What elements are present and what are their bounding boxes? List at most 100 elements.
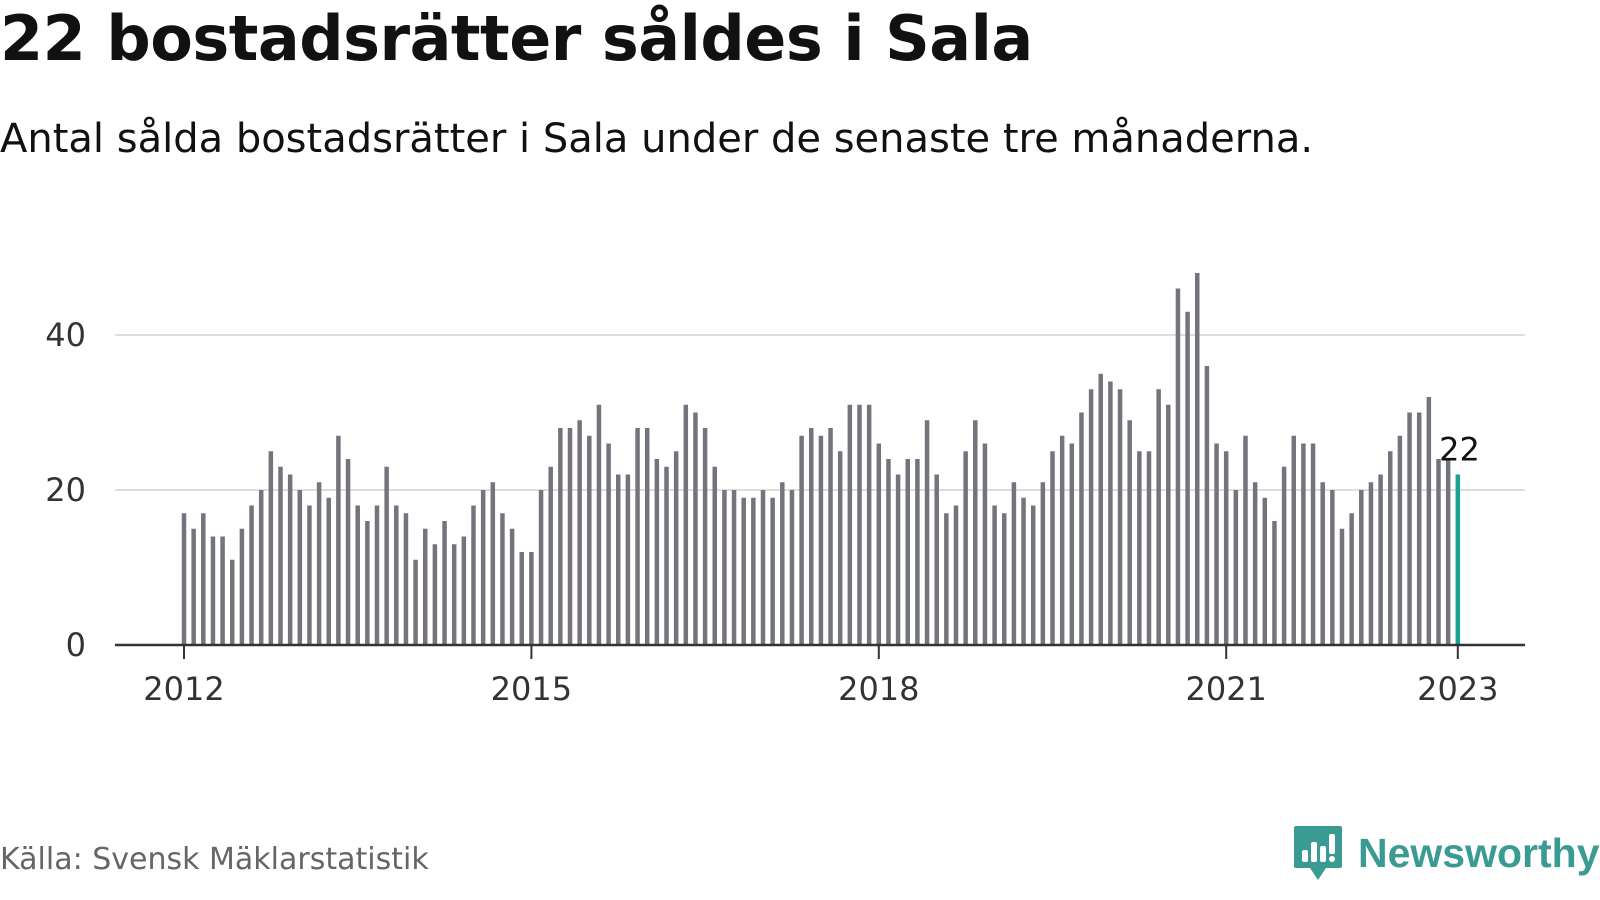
bar [1204, 366, 1210, 645]
bar [480, 490, 486, 645]
bar [712, 466, 717, 645]
bar [249, 505, 254, 645]
x-tick-label: 2021 [1185, 670, 1266, 708]
bar [509, 528, 515, 645]
bar [1127, 420, 1132, 645]
bar [1030, 505, 1036, 645]
bar [895, 474, 901, 645]
bar [702, 428, 708, 645]
bar [1233, 490, 1239, 645]
bar [1002, 513, 1007, 645]
bar [577, 420, 582, 645]
bar [847, 404, 853, 645]
y-tick-label: 40 [45, 316, 86, 354]
bar [403, 513, 409, 645]
bar [307, 505, 312, 645]
bar [741, 497, 746, 645]
bar [770, 497, 775, 645]
x-tick-label: 2018 [838, 670, 919, 708]
bar [374, 505, 380, 645]
bar [606, 443, 611, 645]
bar [1166, 404, 1171, 645]
bar [1088, 389, 1094, 645]
labels: 0 20 40 2012 2015 2018 2021 2023 22 [45, 316, 1498, 708]
bar [1378, 474, 1383, 645]
bar [1175, 288, 1181, 645]
bar [1223, 451, 1229, 645]
bar [345, 459, 351, 645]
bar [905, 459, 910, 645]
bar [1252, 482, 1258, 645]
brand-logo[interactable]: Newsworthy [1292, 824, 1600, 882]
bar [866, 404, 872, 645]
bar [876, 443, 882, 645]
bar [461, 536, 467, 645]
bar [181, 513, 187, 645]
bar [336, 435, 341, 645]
bar [1330, 490, 1335, 645]
bar [326, 497, 331, 645]
bar [616, 474, 621, 645]
bar [278, 466, 283, 645]
bar [1407, 412, 1412, 645]
bar [239, 528, 245, 645]
bar [992, 505, 997, 645]
bar [423, 528, 428, 645]
bar [1445, 459, 1451, 645]
bar [451, 544, 457, 645]
bar [1426, 397, 1432, 645]
bar [548, 466, 553, 645]
bar [316, 482, 322, 645]
bar [857, 404, 862, 645]
bar [1339, 528, 1345, 645]
bar [654, 459, 660, 645]
bar [230, 559, 235, 645]
bar [1301, 443, 1306, 645]
bar [519, 552, 524, 645]
bars [181, 273, 1461, 645]
y-tick-label: 0 [66, 626, 86, 664]
bar [1069, 443, 1075, 645]
bar [587, 435, 592, 645]
bar [934, 474, 939, 645]
bar [944, 513, 949, 645]
bar [1272, 521, 1277, 645]
newsworthy-logo-icon [1294, 826, 1342, 880]
bar [191, 528, 196, 645]
bar [500, 513, 505, 645]
bar [664, 466, 669, 645]
bar [529, 552, 534, 645]
bar [1021, 497, 1026, 645]
bar [953, 505, 959, 645]
bar [413, 559, 418, 645]
bar [1416, 412, 1422, 645]
bar [432, 544, 438, 645]
bar [982, 443, 988, 645]
bar [1079, 412, 1084, 645]
bar [924, 420, 930, 645]
bar [722, 490, 727, 645]
bar [635, 428, 640, 645]
bar [1262, 497, 1268, 645]
bar [1156, 389, 1161, 645]
bar [258, 490, 264, 645]
bar [297, 490, 303, 645]
bar [1368, 482, 1374, 645]
bar [471, 505, 476, 645]
bar [567, 428, 573, 645]
bar [644, 428, 650, 645]
bar [394, 505, 399, 645]
bar [886, 459, 891, 645]
y-tick-label: 20 [45, 471, 86, 509]
bar [818, 435, 824, 645]
bar [596, 404, 602, 645]
x-tick-label: 2012 [143, 670, 224, 708]
bar [201, 513, 206, 645]
x-tick-label: 2015 [491, 670, 572, 708]
bar [760, 490, 766, 645]
bar [1146, 451, 1152, 645]
chart-title: 22 bostadsrätter såldes i Sala [0, 2, 1033, 75]
bar [693, 412, 698, 645]
bar [1059, 435, 1065, 645]
